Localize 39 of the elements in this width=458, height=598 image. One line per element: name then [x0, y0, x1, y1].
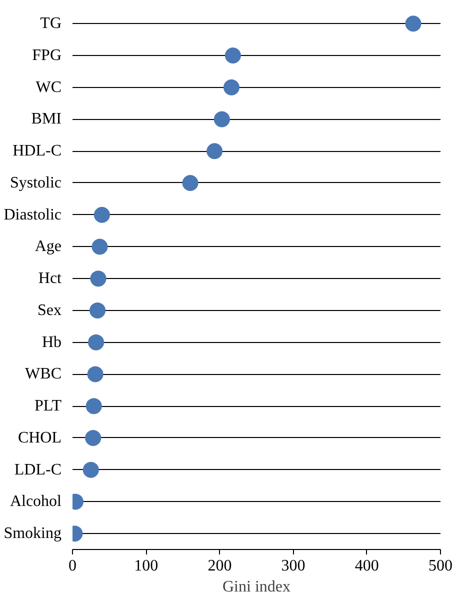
- point: [90, 270, 106, 287]
- point: [94, 206, 110, 223]
- point: [87, 366, 104, 382]
- x-tick-label: 500: [428, 558, 452, 574]
- point: [405, 16, 422, 32]
- y-tick-label: FPG: [32, 46, 62, 64]
- point: [224, 48, 241, 64]
- point: [223, 79, 240, 96]
- y-tick-label: TG: [40, 15, 62, 32]
- x-axis-title: Gini index: [222, 578, 291, 596]
- y-tick-label: Systolic: [10, 174, 62, 192]
- point: [182, 174, 198, 191]
- point: [88, 334, 104, 350]
- y-tick-label: PLT: [34, 398, 62, 415]
- y-tick-label: WBC: [25, 366, 62, 383]
- point: [85, 430, 102, 446]
- y-tick-label: Smoking: [4, 525, 62, 542]
- x-tick-label: 300: [281, 558, 306, 574]
- point: [92, 238, 108, 255]
- y-tick-label: Diastolic: [4, 206, 62, 224]
- point: [206, 143, 223, 160]
- x-tick-label: 100: [134, 558, 158, 574]
- point: [82, 462, 99, 478]
- y-tick-label: HDL-C: [12, 142, 62, 160]
- y-tick-label: WC: [36, 78, 62, 96]
- y-tick-label: CHOL: [18, 429, 62, 446]
- point: [214, 111, 230, 128]
- y-tick-label: BMI: [31, 110, 62, 128]
- x-tick-label: 200: [208, 558, 232, 574]
- x-tick-label: 400: [354, 558, 379, 574]
- point: [86, 398, 102, 414]
- x-tick-label: 0: [68, 558, 76, 574]
- y-tick-label: Hct: [38, 270, 62, 288]
- point: [90, 302, 106, 318]
- y-tick-label: Hb: [42, 334, 62, 351]
- y-tick-label: LDL-C: [14, 461, 62, 478]
- y-tick-label: Age: [34, 238, 62, 256]
- y-tick-label: Alcohol: [10, 493, 62, 510]
- y-tick-label: Sex: [38, 302, 62, 319]
